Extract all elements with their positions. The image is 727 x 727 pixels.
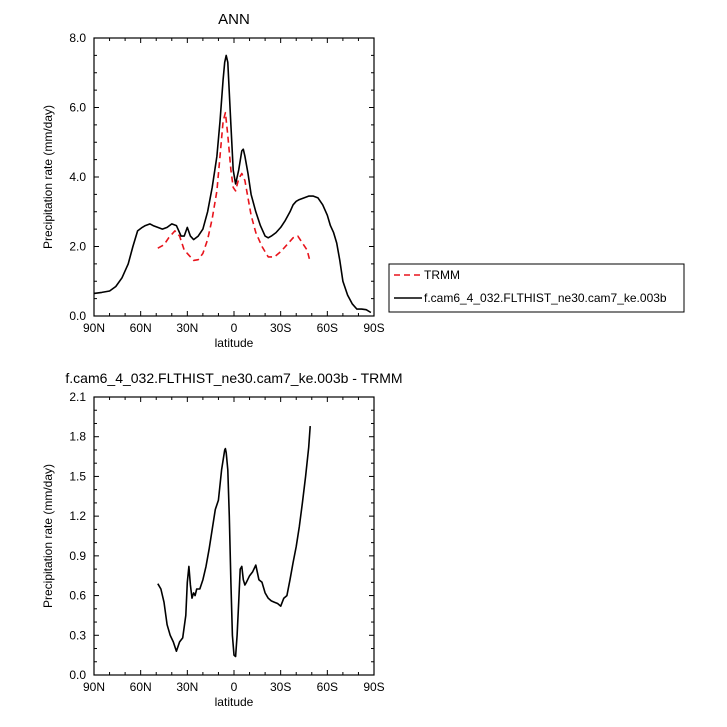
y-tick-label: 1.2 (69, 509, 86, 523)
y-tick-label: 1.5 (69, 469, 86, 483)
y-tick-label: 0.0 (69, 309, 86, 323)
series-line-model (157, 426, 311, 658)
x-tick-label: 60S (317, 321, 338, 335)
chart-title: ANN (218, 11, 250, 28)
x-tick-label: 30S (270, 321, 291, 335)
x-tick-label: 90N (83, 321, 105, 335)
y-tick-label: 0.0 (69, 668, 86, 682)
y-tick-label: 6.0 (69, 101, 86, 115)
x-tick-label: 0 (231, 321, 238, 335)
y-tick-label: 0.6 (69, 589, 86, 603)
x-tick-label: 30N (176, 680, 198, 694)
x-tick-label: 90N (83, 680, 105, 694)
legend-label: f.cam6_4_032.FLTHIST_ne30.cam7_ke.003b (424, 291, 667, 305)
y-tick-label: 8.0 (69, 31, 86, 45)
x-axis-label: latitude (215, 336, 254, 350)
x-tick-label: 60N (130, 321, 152, 335)
y-tick-label: 1.8 (69, 430, 86, 444)
plot-frame (93, 396, 375, 676)
x-tick-label: 30S (270, 680, 291, 694)
y-tick-label: 2.1 (69, 390, 86, 404)
x-tick-label: 30N (176, 321, 198, 335)
y-tick-label: 0.3 (69, 628, 86, 642)
legend-label: TRMM (424, 268, 460, 282)
y-tick-label: 4.0 (69, 170, 86, 184)
x-tick-label: 60S (317, 680, 338, 694)
chart-title: f.cam6_4_032.FLTHIST_ne30.cam7_ke.003b -… (65, 370, 402, 386)
y-tick-label: 0.9 (69, 549, 86, 563)
bottom-plot: f.cam6_4_032.FLTHIST_ne30.cam7_ke.003b -… (41, 370, 403, 709)
legend-box (388, 263, 685, 313)
x-tick-label: 0 (231, 680, 238, 694)
x-axis-label: latitude (215, 695, 254, 709)
x-tick-label: 90S (363, 680, 384, 694)
legend: TRMM f.cam6_4_032.FLTHIST_ne30.cam7_ke.00… (388, 263, 685, 313)
y-tick-label: 2.0 (69, 240, 86, 254)
x-tick-label: 60N (130, 680, 152, 694)
y-axis-label: Precipitation rate (mm/day) (41, 105, 55, 249)
series-line-model (93, 54, 372, 314)
series-line-trmm (157, 111, 311, 263)
y-axis-label: Precipitation rate (mm/day) (41, 464, 55, 608)
x-tick-label: 90S (363, 321, 384, 335)
top-plot: ANN 90N 60N 30N 0 30S 60S 90S 0.0 2.0 4.0 6.0 8.0 lat… (41, 11, 385, 350)
